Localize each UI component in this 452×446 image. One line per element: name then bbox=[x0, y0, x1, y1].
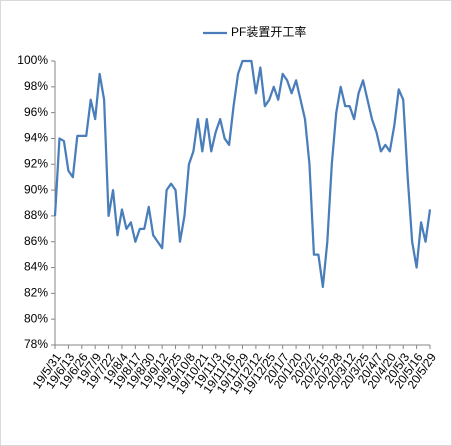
y-tick-label: 92% bbox=[24, 156, 48, 170]
y-tick-label: 90% bbox=[24, 182, 48, 196]
y-tick-label: 82% bbox=[24, 286, 48, 300]
y-tick-label: 86% bbox=[24, 234, 48, 248]
y-tick-label: 94% bbox=[24, 131, 48, 145]
y-tick-label: 100% bbox=[17, 53, 48, 67]
y-tick-label: 98% bbox=[24, 79, 48, 93]
y-tick-label: 96% bbox=[24, 105, 48, 119]
y-tick-label: 84% bbox=[24, 260, 48, 274]
y-tick-label: 80% bbox=[24, 311, 48, 325]
y-tick-label: 78% bbox=[24, 337, 48, 351]
legend-label: PF装置开工率 bbox=[231, 24, 306, 39]
y-tick-label: 88% bbox=[24, 208, 48, 222]
line-series bbox=[53, 59, 432, 289]
